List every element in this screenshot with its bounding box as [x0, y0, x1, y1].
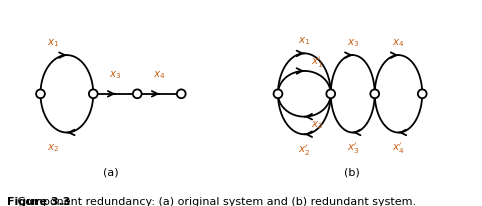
Text: (b): (b): [344, 167, 360, 177]
Circle shape: [177, 90, 186, 99]
Circle shape: [326, 90, 335, 99]
Circle shape: [274, 90, 282, 99]
Text: $x_1'$: $x_1'$: [311, 55, 324, 70]
Circle shape: [418, 90, 427, 99]
Text: $x_2$: $x_2$: [47, 142, 59, 153]
Circle shape: [370, 90, 379, 99]
Text: $x_1$: $x_1$: [298, 35, 310, 47]
Text: $x_2'$: $x_2'$: [298, 142, 310, 157]
Text: $x_4'$: $x_4'$: [392, 140, 405, 155]
Text: $x_3$: $x_3$: [109, 69, 121, 80]
Circle shape: [133, 90, 142, 99]
Text: $x_4$: $x_4$: [392, 37, 405, 49]
Text: (a): (a): [103, 167, 119, 177]
Text: $x_4$: $x_4$: [153, 69, 165, 80]
Text: Figure 3.3: Figure 3.3: [7, 196, 70, 206]
Text: $x_3$: $x_3$: [347, 37, 359, 49]
Text: $x_1$: $x_1$: [47, 37, 59, 49]
Circle shape: [36, 90, 45, 99]
Circle shape: [89, 90, 98, 99]
Text: Component redundancy: (a) original system and (b) redundant system.: Component redundancy: (a) original syste…: [7, 196, 416, 206]
Text: $x_3'$: $x_3'$: [347, 140, 359, 155]
Text: $x_2$: $x_2$: [311, 119, 323, 131]
